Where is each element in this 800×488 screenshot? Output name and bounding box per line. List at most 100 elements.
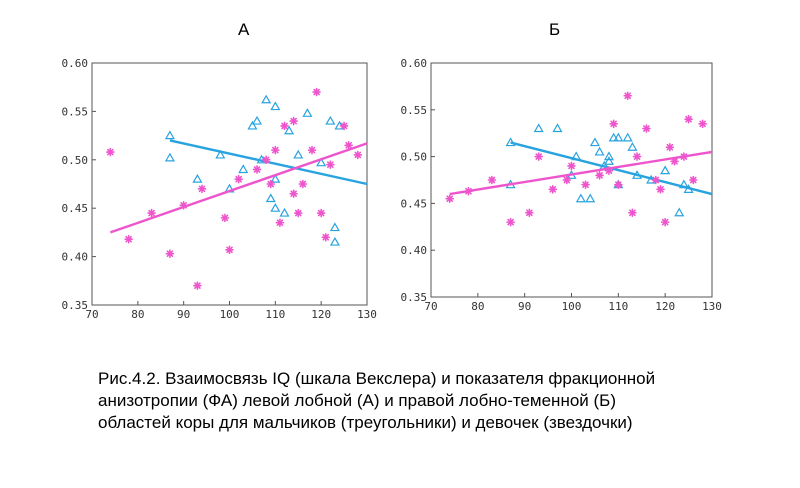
star-point: [326, 160, 335, 169]
x-tick-label: 90: [177, 308, 190, 321]
star-point: [344, 140, 353, 150]
y-tick-label: 0.40: [62, 251, 89, 264]
x-tick-label: 80: [471, 300, 484, 313]
y-tick-label: 0.40: [401, 244, 428, 257]
star-point: [193, 281, 202, 290]
triangle-point: [247, 120, 258, 130]
triangle-point: [251, 115, 263, 125]
triangle-point: [594, 146, 605, 156]
x-tick-label: 100: [220, 308, 240, 321]
star-point: [147, 208, 156, 218]
star-point: [293, 208, 303, 218]
star-point: [642, 124, 651, 133]
star-point: [632, 152, 642, 161]
star-point: [609, 119, 618, 129]
star-point: [275, 218, 285, 228]
scatter-chart-b: 70 80 90 100 110 120 130 0.35 0.40 0.45 0.50 0.55 0.…: [401, 57, 722, 313]
star-point: [220, 213, 230, 223]
triangle-point: [164, 130, 175, 140]
star-point: [623, 91, 632, 101]
triangle-point: [533, 123, 544, 133]
plot-frame: [430, 62, 713, 298]
y-tick-label: 0.55: [401, 104, 428, 117]
triangle-point: [270, 101, 281, 111]
triangle-point: [660, 165, 671, 175]
star-point: [581, 180, 590, 189]
star-point: [316, 208, 326, 218]
star-point: [266, 179, 276, 189]
star-point: [660, 217, 670, 227]
star-point: [197, 184, 207, 194]
star-point: [261, 155, 271, 165]
star-point: [614, 180, 623, 189]
x-tick-label: 120: [655, 300, 675, 313]
y-tick-label: 0.50: [62, 154, 89, 167]
x-tick-label: 130: [357, 308, 377, 321]
star-point: [124, 234, 133, 244]
triangle-point: [238, 164, 249, 174]
triangle-point: [261, 94, 272, 104]
x-tick-label: 70: [85, 308, 98, 321]
star-point: [252, 165, 262, 174]
y-tick-label: 0.35: [401, 291, 428, 304]
star-point: [271, 145, 280, 155]
star-point: [548, 185, 558, 194]
x-tick-label: 120: [311, 308, 331, 321]
triangle-point: [265, 193, 276, 203]
triangle-point: [674, 207, 685, 217]
triangle-point: [192, 173, 203, 183]
star-point: [534, 152, 544, 161]
triangle-point: [329, 236, 340, 246]
star-point: [321, 232, 331, 242]
y-tick-label: 0.60: [62, 57, 89, 70]
star-point: [225, 245, 234, 255]
scatter-chart-a: 70 80 90 100 110 120 130 0.35 0.40 0.45 0.50 0.55 0.…: [62, 57, 377, 321]
y-tick-label: 0.35: [62, 299, 89, 312]
star-point: [567, 161, 576, 171]
star-point: [312, 87, 321, 97]
panel-label-b: Б: [549, 20, 561, 39]
triangle-point: [325, 115, 336, 125]
x-tick-label: 110: [265, 308, 285, 321]
star-point: [234, 174, 243, 184]
triangle-point: [603, 151, 615, 161]
star-point: [353, 150, 363, 160]
caption-line-3: областей коры для мальчиков (треугольник…: [98, 413, 633, 432]
x-tick-label: 90: [518, 300, 531, 313]
star-point: [289, 116, 298, 126]
caption-line-2: анизотропии (ФА) левой лобной (А) и прав…: [98, 391, 616, 410]
star-point: [628, 208, 637, 218]
triangle-point: [279, 207, 290, 217]
star-point: [165, 249, 175, 258]
y-tick-label: 0.45: [62, 202, 89, 215]
y-tick-label: 0.60: [401, 57, 428, 70]
regression-line-girls: [449, 150, 713, 196]
star-point: [487, 175, 497, 185]
star-point: [562, 175, 572, 185]
star-point: [289, 189, 298, 198]
triangle-point: [575, 193, 586, 203]
triangle-point: [316, 157, 327, 167]
star-point: [595, 171, 604, 180]
x-tick-label: 130: [702, 300, 722, 313]
triangle-point: [603, 156, 615, 165]
triangle-point: [270, 173, 281, 183]
star-point: [684, 114, 693, 124]
triangle-point: [270, 202, 281, 212]
triangle-point: [284, 125, 295, 135]
y-tick-label: 0.55: [62, 105, 89, 118]
triangle-point: [622, 132, 633, 142]
star-point: [106, 147, 115, 157]
star-point: [688, 175, 698, 185]
triangle-point: [329, 222, 340, 232]
triangle-point: [164, 152, 175, 162]
triangle-point: [627, 142, 638, 151]
triangle-point: [589, 137, 600, 147]
star-point: [445, 194, 455, 204]
triangle-point: [585, 193, 596, 203]
y-tick-label: 0.45: [401, 197, 428, 210]
triangle-point: [302, 108, 313, 117]
star-point: [339, 121, 349, 131]
panel-label-a: А: [238, 20, 250, 39]
star-point: [698, 119, 707, 129]
